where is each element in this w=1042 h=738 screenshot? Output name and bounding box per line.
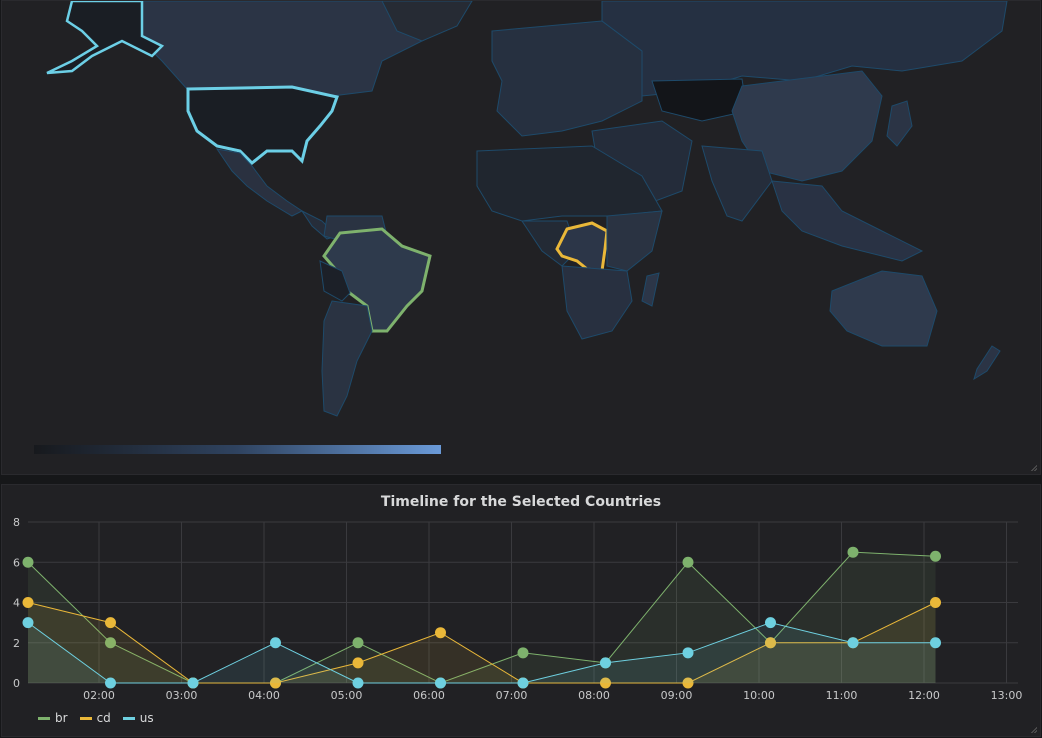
chart-title: Timeline for the Selected Countries bbox=[380, 494, 662, 510]
x-tick-label: 13:00 bbox=[991, 689, 1023, 702]
x-tick-label: 06:00 bbox=[413, 689, 445, 702]
data-point-br[interactable] bbox=[105, 637, 116, 649]
data-point-cd[interactable] bbox=[930, 597, 941, 608]
data-point-us[interactable] bbox=[352, 677, 364, 689]
x-tick-label: 10:00 bbox=[743, 689, 775, 702]
x-tick-label: 04:00 bbox=[248, 689, 280, 702]
series-area-cd bbox=[28, 602, 936, 683]
data-point-us[interactable] bbox=[22, 617, 34, 629]
chart-axes: 0 2 4 6 8 02:00 03:00 04:00 05:00 06:00 07:00 08:00… bbox=[13, 516, 1022, 702]
legend-label: br bbox=[55, 711, 68, 725]
data-point-cd[interactable] bbox=[682, 677, 694, 689]
series-area-br bbox=[28, 552, 936, 683]
x-tick-label: 03:00 bbox=[166, 689, 198, 702]
data-point-cd[interactable] bbox=[435, 627, 446, 639]
series-line-br bbox=[27, 551, 936, 684]
data-point-cd[interactable] bbox=[22, 597, 34, 608]
country-madagascar[interactable] bbox=[641, 272, 660, 307]
data-point-cd[interactable] bbox=[105, 617, 116, 629]
series-us[interactable] bbox=[22, 617, 942, 689]
legend-swatch bbox=[79, 716, 92, 720]
data-point-cd[interactable] bbox=[352, 657, 364, 669]
x-tick-label: 08:00 bbox=[578, 689, 610, 702]
y-tick-label: 2 bbox=[13, 637, 20, 650]
y-tick-label: 4 bbox=[13, 597, 20, 610]
country-greenland[interactable] bbox=[381, 1, 473, 42]
x-tick-label: 02:00 bbox=[83, 689, 115, 702]
country-china[interactable] bbox=[731, 70, 883, 182]
data-point-br[interactable] bbox=[847, 546, 859, 558]
country-india[interactable] bbox=[701, 145, 773, 222]
data-point-us[interactable] bbox=[270, 637, 281, 649]
timeline-chart-panel[interactable]: Timeline for the Selected Countries 0 2 4 6… bbox=[1, 484, 1041, 737]
data-point-us[interactable] bbox=[765, 617, 776, 629]
country-usa[interactable] bbox=[186, 85, 339, 166]
country-argentina-chile[interactable] bbox=[321, 300, 373, 417]
chart-grid bbox=[28, 521, 1018, 684]
country-southeast-asia[interactable] bbox=[771, 180, 924, 262]
data-point-us[interactable] bbox=[930, 637, 941, 649]
y-tick-label: 0 bbox=[13, 677, 20, 690]
y-tick-label: 6 bbox=[13, 556, 20, 569]
country-mexico[interactable] bbox=[215, 148, 303, 217]
timeline-chart[interactable]: 0 2 4 6 8 02:00 03:00 04:00 05:00 06:00 07:00 08:00… bbox=[2, 485, 1042, 738]
panel-resize-handle[interactable] bbox=[1029, 725, 1037, 733]
y-tick-label: 8 bbox=[13, 516, 20, 529]
panel-resize-handle[interactable] bbox=[1029, 463, 1037, 471]
data-point-us[interactable] bbox=[847, 637, 859, 649]
data-point-br[interactable] bbox=[682, 556, 694, 568]
legend-item-br[interactable]: br bbox=[38, 711, 68, 725]
country-peru-bolivia[interactable] bbox=[319, 260, 351, 302]
x-tick-label: 12:00 bbox=[908, 689, 940, 702]
data-point-cd[interactable] bbox=[270, 677, 281, 689]
country-alaska[interactable] bbox=[46, 1, 165, 75]
data-point-br[interactable] bbox=[22, 556, 34, 568]
country-kazakhstan[interactable] bbox=[651, 78, 748, 122]
legend-label: cd bbox=[96, 711, 111, 725]
country-europe[interactable] bbox=[491, 20, 643, 137]
x-tick-label: 11:00 bbox=[826, 689, 858, 702]
series-area-us bbox=[28, 622, 936, 683]
legend-swatch bbox=[38, 716, 50, 720]
data-point-us[interactable] bbox=[105, 677, 116, 689]
data-point-us[interactable] bbox=[187, 677, 199, 689]
legend-label: us bbox=[139, 711, 154, 725]
data-point-us[interactable] bbox=[517, 677, 529, 689]
country-southern-africa[interactable] bbox=[561, 265, 633, 340]
country-east-africa[interactable] bbox=[606, 210, 663, 272]
country-australia[interactable] bbox=[829, 270, 938, 347]
data-point-br[interactable] bbox=[517, 647, 529, 659]
x-tick-label: 07:00 bbox=[496, 689, 528, 702]
data-point-br[interactable] bbox=[352, 637, 364, 649]
data-point-cd[interactable] bbox=[765, 637, 776, 649]
series-cd[interactable] bbox=[22, 597, 942, 689]
data-point-us[interactable] bbox=[435, 677, 446, 689]
x-tick-label: 09:00 bbox=[661, 689, 693, 702]
data-point-us[interactable] bbox=[600, 657, 611, 669]
series-line-us bbox=[27, 622, 936, 684]
world-map-panel[interactable] bbox=[1, 0, 1041, 475]
legend-swatch bbox=[122, 716, 135, 720]
data-point-cd[interactable] bbox=[600, 677, 611, 689]
chart-legend: br cd us bbox=[38, 711, 154, 725]
world-map[interactable] bbox=[2, 1, 1042, 476]
series-line-cd bbox=[27, 602, 936, 684]
data-point-br[interactable] bbox=[930, 550, 941, 562]
data-point-us[interactable] bbox=[682, 647, 694, 659]
map-color-scale-legend bbox=[34, 445, 441, 454]
x-tick-label: 05:00 bbox=[331, 689, 363, 702]
country-japan[interactable] bbox=[886, 100, 913, 147]
legend-item-us[interactable]: us bbox=[122, 711, 154, 725]
country-north-africa[interactable] bbox=[476, 145, 663, 222]
legend-item-cd[interactable]: cd bbox=[79, 711, 111, 725]
country-new-zealand[interactable] bbox=[973, 345, 1001, 381]
chart-series bbox=[22, 546, 942, 689]
